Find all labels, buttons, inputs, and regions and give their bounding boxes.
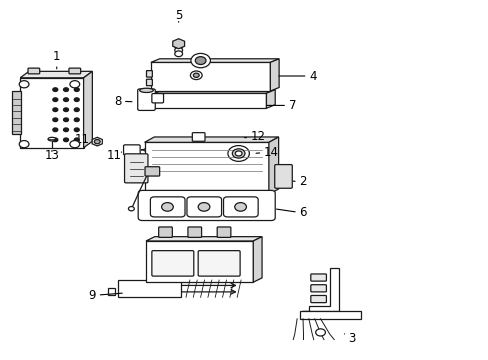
FancyBboxPatch shape [198, 251, 240, 276]
Circle shape [63, 88, 68, 91]
Circle shape [53, 128, 58, 132]
Polygon shape [146, 241, 253, 282]
Text: 1: 1 [53, 50, 61, 69]
Text: 4: 4 [279, 69, 316, 82]
FancyBboxPatch shape [217, 227, 230, 237]
Circle shape [63, 128, 68, 132]
Circle shape [74, 118, 79, 122]
Text: 12: 12 [244, 130, 265, 144]
Circle shape [198, 203, 209, 211]
FancyBboxPatch shape [152, 94, 163, 103]
Text: 8: 8 [114, 95, 132, 108]
Polygon shape [299, 311, 360, 319]
FancyBboxPatch shape [310, 285, 326, 292]
Polygon shape [83, 71, 92, 148]
Circle shape [53, 108, 58, 112]
Text: 5: 5 [175, 9, 182, 22]
FancyBboxPatch shape [145, 167, 159, 176]
Circle shape [70, 81, 80, 88]
FancyBboxPatch shape [187, 227, 201, 237]
Circle shape [63, 118, 68, 122]
Text: 2: 2 [278, 175, 306, 188]
Text: 10: 10 [133, 159, 149, 172]
Polygon shape [20, 78, 83, 148]
Polygon shape [270, 59, 279, 91]
Text: 3: 3 [344, 332, 355, 345]
Ellipse shape [140, 88, 153, 93]
Circle shape [193, 73, 199, 77]
Circle shape [63, 108, 68, 112]
FancyBboxPatch shape [146, 79, 152, 86]
Circle shape [174, 44, 182, 49]
Polygon shape [268, 137, 278, 194]
Polygon shape [302, 268, 338, 311]
Circle shape [232, 149, 244, 158]
Text: 9: 9 [88, 289, 122, 302]
FancyBboxPatch shape [158, 227, 172, 237]
Circle shape [19, 81, 29, 88]
Polygon shape [154, 93, 266, 108]
FancyBboxPatch shape [310, 274, 326, 281]
FancyBboxPatch shape [118, 280, 181, 297]
Circle shape [227, 145, 249, 161]
FancyBboxPatch shape [146, 71, 152, 77]
Circle shape [174, 51, 182, 57]
Circle shape [190, 71, 202, 80]
Circle shape [74, 88, 79, 91]
Circle shape [70, 140, 80, 148]
FancyBboxPatch shape [69, 68, 81, 74]
FancyBboxPatch shape [138, 190, 275, 221]
Text: 14: 14 [256, 145, 278, 158]
FancyBboxPatch shape [223, 197, 258, 217]
Polygon shape [172, 39, 184, 49]
Polygon shape [92, 137, 102, 146]
Circle shape [74, 108, 79, 112]
Circle shape [19, 140, 29, 148]
Text: 13: 13 [44, 149, 59, 162]
Circle shape [190, 53, 210, 68]
FancyBboxPatch shape [310, 296, 326, 303]
Circle shape [234, 203, 246, 211]
FancyBboxPatch shape [150, 197, 184, 217]
FancyBboxPatch shape [124, 154, 148, 183]
Circle shape [53, 138, 58, 141]
Polygon shape [154, 90, 275, 93]
Circle shape [63, 138, 68, 141]
Circle shape [174, 47, 182, 53]
Circle shape [74, 98, 79, 102]
Circle shape [161, 203, 173, 211]
Text: 11: 11 [106, 149, 122, 162]
Ellipse shape [48, 137, 56, 141]
Text: 7: 7 [266, 99, 295, 112]
Circle shape [74, 138, 79, 141]
Circle shape [195, 57, 205, 64]
FancyBboxPatch shape [152, 251, 193, 276]
FancyBboxPatch shape [138, 89, 155, 111]
Polygon shape [151, 62, 270, 91]
Text: 11: 11 [75, 133, 95, 146]
FancyBboxPatch shape [123, 145, 140, 155]
FancyBboxPatch shape [144, 142, 268, 194]
Polygon shape [151, 59, 279, 62]
Circle shape [53, 118, 58, 122]
FancyBboxPatch shape [186, 197, 221, 217]
Text: 6: 6 [276, 207, 306, 220]
Polygon shape [253, 237, 262, 282]
Polygon shape [146, 237, 262, 241]
Circle shape [235, 151, 242, 156]
FancyBboxPatch shape [192, 133, 204, 141]
Circle shape [128, 207, 134, 211]
FancyBboxPatch shape [12, 91, 21, 134]
FancyBboxPatch shape [274, 165, 292, 188]
Circle shape [94, 139, 100, 144]
Polygon shape [20, 71, 92, 78]
Circle shape [53, 88, 58, 91]
Circle shape [63, 98, 68, 102]
Circle shape [74, 128, 79, 132]
FancyBboxPatch shape [28, 68, 40, 74]
Circle shape [53, 98, 58, 102]
Polygon shape [144, 137, 278, 142]
Circle shape [315, 329, 325, 336]
Polygon shape [266, 90, 275, 108]
